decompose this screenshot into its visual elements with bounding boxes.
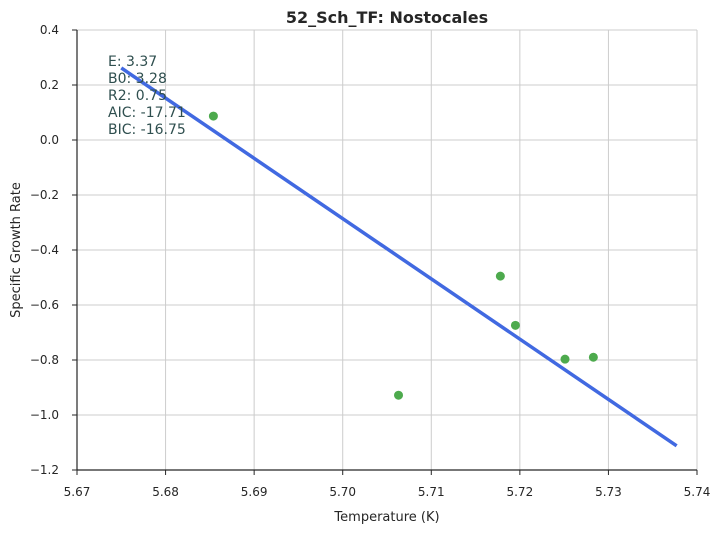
- fit-stat-label: E: 3.37: [108, 54, 157, 70]
- data-point: [495, 271, 505, 281]
- fit-stat-label: AIC: -17.71: [108, 105, 186, 121]
- x-tick-label: 5.74: [684, 485, 711, 499]
- y-axis-label: Specific Growth Rate: [9, 182, 24, 318]
- y-tick-label: −1.0: [30, 408, 59, 422]
- fit-stat-label: B0: 3.28: [108, 71, 167, 87]
- data-point: [510, 320, 520, 330]
- fit-stat-label: R2: 0.75: [108, 88, 167, 104]
- y-tick-label: −0.2: [30, 188, 59, 202]
- y-tick-label: 0.4: [40, 23, 59, 37]
- x-tick-label: 5.67: [64, 485, 91, 499]
- x-tick-label: 5.71: [418, 485, 445, 499]
- data-point: [208, 111, 218, 121]
- y-tick-label: −0.8: [30, 353, 59, 367]
- y-tick-label: 0.2: [40, 78, 59, 92]
- data-point: [560, 354, 570, 364]
- fit-line: [120, 66, 678, 448]
- chart-title: 52_Sch_TF: Nostocales: [286, 8, 488, 27]
- data-point: [588, 352, 598, 362]
- y-tick-label: −0.4: [30, 243, 59, 257]
- plot-area: [120, 66, 678, 448]
- y-tick-label: −1.2: [30, 463, 59, 477]
- y-tick-label: −0.6: [30, 298, 59, 312]
- y-tick-label: 0.0: [40, 133, 59, 147]
- fit-stat-label: BIC: -16.75: [108, 122, 186, 138]
- data-point: [394, 390, 404, 400]
- x-tick-label: 5.68: [152, 485, 179, 499]
- x-tick-label: 5.73: [595, 485, 622, 499]
- x-tick-label: 5.72: [506, 485, 533, 499]
- axes: 5.67 5.68 5.69 5.70 5.71 5.72 5.73 5.74 0.4 0.2 0.…: [30, 23, 711, 499]
- x-axis-label: Temperature (K): [333, 510, 439, 525]
- x-tick-label: 5.69: [241, 485, 268, 499]
- x-tick-label: 5.70: [329, 485, 356, 499]
